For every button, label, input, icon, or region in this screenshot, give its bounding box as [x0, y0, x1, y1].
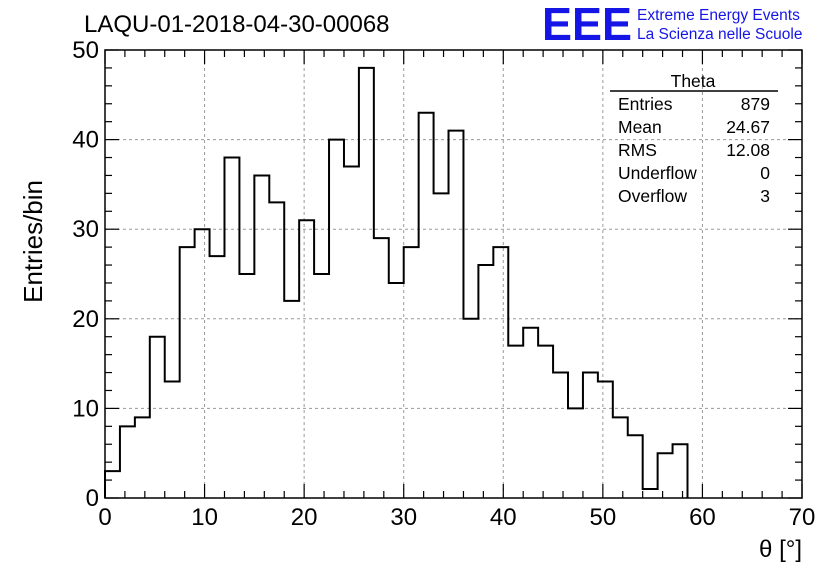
stats-title: Theta [671, 71, 716, 91]
x-tick-label: 10 [191, 504, 218, 531]
eee-logo: EEE Extreme Energy Events La Scienza nel… [542, 0, 802, 50]
x-tick-label: 20 [291, 504, 318, 531]
x-tick-label: 50 [590, 504, 617, 531]
y-tick-label: 50 [72, 37, 99, 64]
eee-logo-mark: EEE [542, 0, 632, 50]
x-tick-label: 40 [490, 504, 517, 531]
y-tick-label: 30 [72, 216, 99, 243]
logo-line-2: La Scienza nelle Scuole [637, 26, 802, 43]
stats-overflow-label: Overflow [618, 186, 687, 206]
x-tick-label: 0 [98, 504, 111, 531]
axis-ticks [104, 49, 803, 499]
x-tick-label: 60 [689, 504, 716, 531]
x-axis-label: θ [°] [759, 536, 802, 563]
plot-frame [104, 49, 803, 499]
y-tick-label: 10 [72, 395, 99, 422]
y-tick-label: 0 [86, 485, 99, 512]
stats-overflow-value: 3 [760, 186, 770, 206]
x-tick-label: 30 [390, 504, 417, 531]
y-tick-label: 40 [72, 127, 99, 154]
stats-rms-value: 12.08 [726, 140, 770, 160]
stats-box: Theta Entries 879 Mean 24.67 RMS 12.08 U… [610, 71, 778, 206]
stats-underflow-label: Underflow [618, 163, 697, 183]
histogram-outline [104, 66, 689, 498]
chart-title: LAQU-01-2018-04-30-00068 [84, 11, 390, 38]
x-tick-label: 70 [789, 504, 816, 531]
stats-entries-label: Entries [618, 94, 673, 114]
y-tick-label: 20 [72, 306, 99, 333]
stats-mean-value: 24.67 [726, 117, 770, 137]
logo-line-1: Extreme Energy Events [637, 7, 800, 24]
stats-entries-value: 879 [741, 94, 770, 114]
stats-underflow-value: 0 [760, 163, 770, 183]
stats-rms-label: RMS [618, 140, 657, 160]
stats-mean-label: Mean [618, 117, 662, 137]
y-axis-label: Entries/bin [18, 180, 48, 303]
